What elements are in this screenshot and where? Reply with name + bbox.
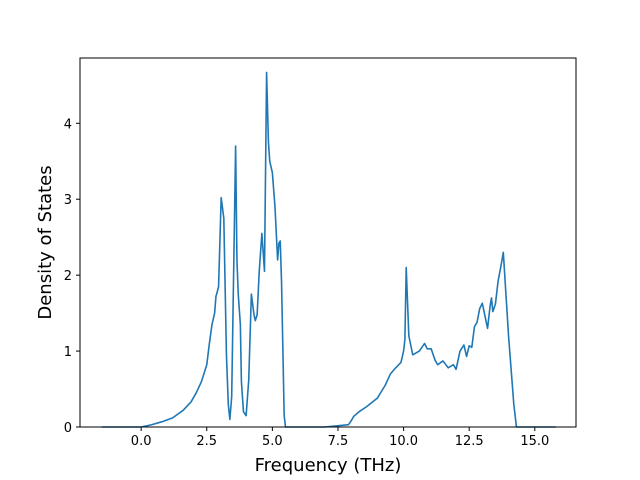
y-tick-label: 2 <box>64 269 72 284</box>
plot-background <box>80 58 576 427</box>
y-tick-label: 4 <box>64 117 72 132</box>
x-tick-label: 7.5 <box>328 434 349 449</box>
y-tick-label: 0 <box>64 421 72 436</box>
x-axis-label: Frequency (THz) <box>255 455 402 476</box>
x-tick-label: 2.5 <box>196 434 217 449</box>
y-tick-label: 3 <box>64 193 72 208</box>
y-axis-label: Density of States <box>35 165 56 319</box>
x-tick-label: 5.0 <box>262 434 283 449</box>
y-tick-label: 1 <box>64 345 72 360</box>
x-tick-label: 15.0 <box>520 434 549 449</box>
y-axis-ticks: 0 1 2 3 4 <box>64 117 80 436</box>
x-axis-ticks: 0.0 2.5 5.0 7.5 10.0 12.5 15.0 <box>131 427 549 449</box>
x-tick-label: 12.5 <box>455 434 484 449</box>
x-tick-label: 0.0 <box>131 434 152 449</box>
plot-frame <box>79 57 577 428</box>
x-tick-label: 10.0 <box>389 434 418 449</box>
